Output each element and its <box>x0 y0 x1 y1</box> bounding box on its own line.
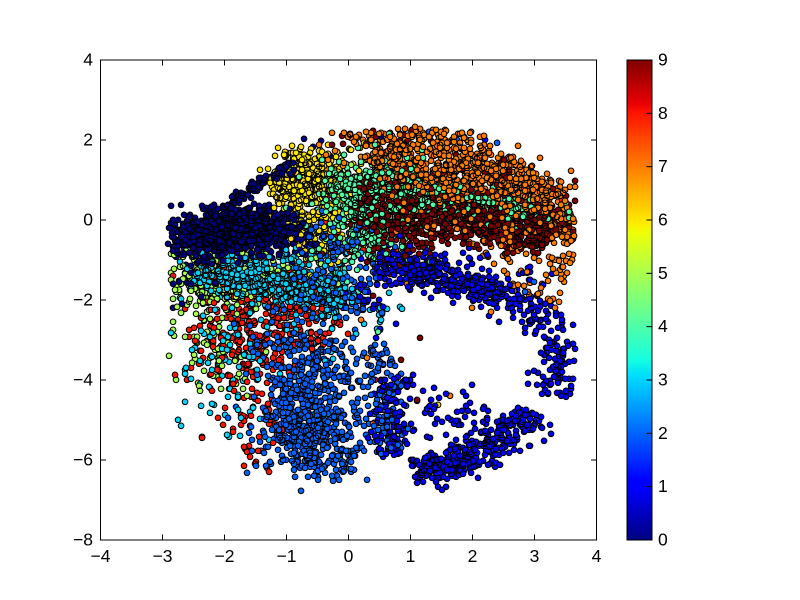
svg-text:4: 4 <box>658 316 668 336</box>
svg-text:−4: −4 <box>73 370 93 390</box>
svg-text:6: 6 <box>658 210 668 230</box>
svg-text:2: 2 <box>658 423 668 443</box>
svg-text:−3: −3 <box>153 546 173 566</box>
svg-text:2: 2 <box>468 546 478 566</box>
svg-text:−4: −4 <box>91 546 111 566</box>
svg-text:2: 2 <box>83 130 93 150</box>
svg-text:3: 3 <box>530 546 540 566</box>
svg-text:−8: −8 <box>73 530 93 550</box>
svg-text:1: 1 <box>658 476 668 496</box>
svg-text:−2: −2 <box>73 290 93 310</box>
svg-text:1: 1 <box>406 546 416 566</box>
svg-text:5: 5 <box>658 263 668 283</box>
svg-text:8: 8 <box>658 103 668 123</box>
svg-text:−1: −1 <box>277 546 297 566</box>
svg-text:0: 0 <box>658 530 668 550</box>
svg-text:4: 4 <box>592 546 602 566</box>
svg-text:0: 0 <box>344 546 354 566</box>
svg-text:3: 3 <box>658 370 668 390</box>
svg-text:−2: −2 <box>215 546 235 566</box>
svg-text:0: 0 <box>83 210 93 230</box>
svg-text:7: 7 <box>658 156 668 176</box>
svg-text:−6: −6 <box>73 450 93 470</box>
svg-text:9: 9 <box>658 50 668 70</box>
svg-text:4: 4 <box>83 50 93 70</box>
